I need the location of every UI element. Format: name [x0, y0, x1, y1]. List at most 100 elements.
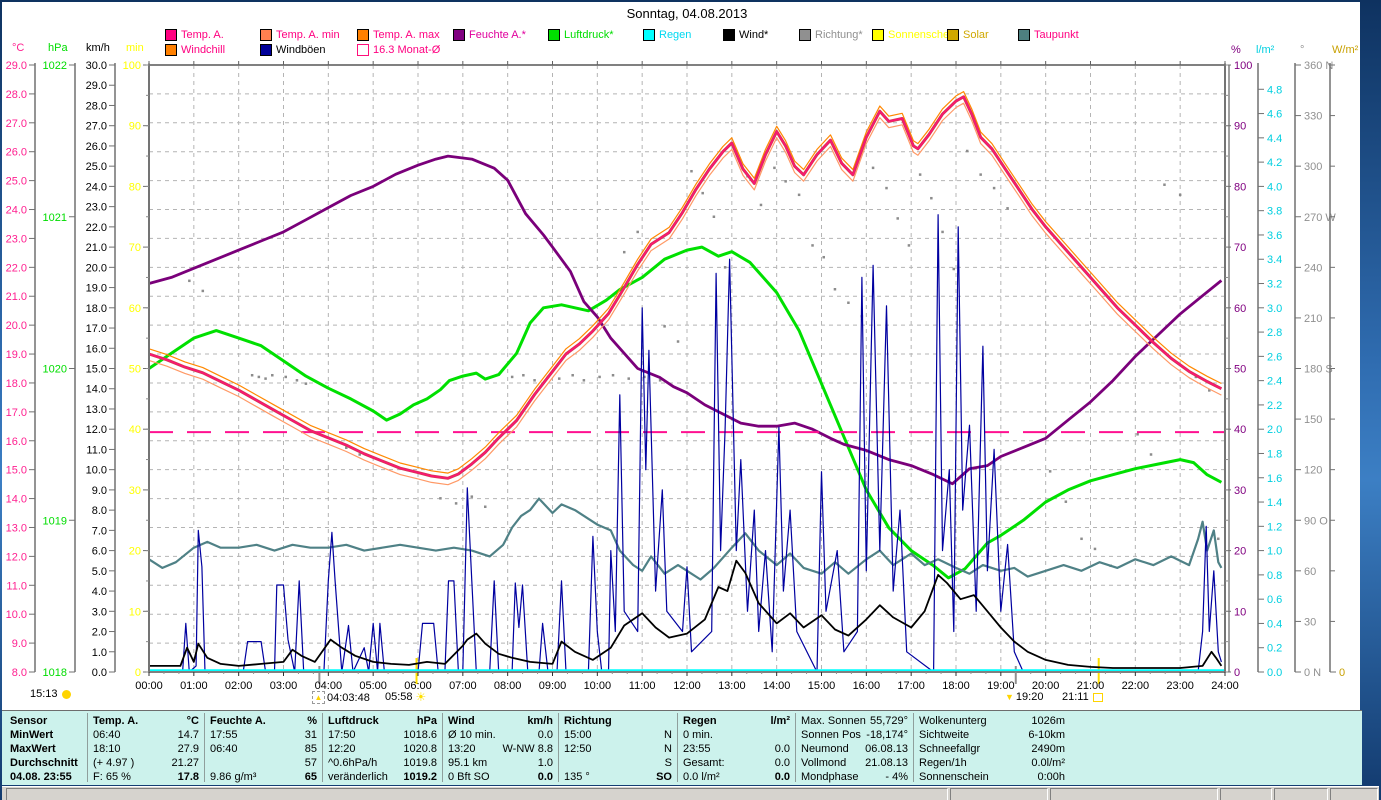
- direction-dot: [822, 255, 825, 259]
- axis-unit-label: km/h: [86, 42, 110, 54]
- table-row: (+ 4.97 ) 21.27: [93, 756, 199, 770]
- statusbar-panel: [1274, 788, 1328, 800]
- axis-tick-label: 0.4: [1267, 618, 1282, 630]
- time-label: 08:00: [494, 680, 522, 692]
- legend-label: 16.3 Monat-Ø: [373, 44, 441, 56]
- legend-item-temp-a-min[interactable]: Temp. A. min: [260, 29, 340, 41]
- axis-tick-label: 25.0: [86, 161, 107, 173]
- table-column-wind: Wind km/h Ø 10 min. 0.0 13:20 W-NW 8.8 95.1 km…: [448, 714, 553, 784]
- time-label: 07:00: [449, 680, 477, 692]
- legend-item-temp-a-max[interactable]: Temp. A. max: [357, 29, 440, 41]
- axis-tick-label: 50: [1234, 364, 1246, 376]
- axis-tick-label: 10: [129, 606, 141, 618]
- axis-tick-label: 19.0: [6, 349, 27, 361]
- direction-dot: [930, 196, 933, 200]
- axis-tick-label: 20.0: [86, 262, 107, 274]
- cell-value: 0.0: [774, 743, 790, 755]
- table-divider: [913, 713, 914, 782]
- direction-dot: [1064, 500, 1068, 503]
- cell-label: Durchschnitt: [10, 757, 78, 769]
- axis-tick-label: 3.0: [92, 606, 107, 618]
- legend-label: Solar: [963, 29, 989, 41]
- legend-item-regen[interactable]: Regen: [643, 29, 691, 41]
- legend-label: Feuchte A.*: [469, 29, 526, 41]
- axis-tick-label: 40: [129, 424, 141, 436]
- direction-dot: [759, 203, 763, 207]
- table-column-luftdruck: Luftdruck hPa 17:50 1018.6 12:20 1020.8 ^0.6hP…: [328, 714, 437, 784]
- series-luftdruck: [148, 245, 1223, 580]
- axis-tick-label: 26.0: [6, 147, 27, 159]
- direction-dot: [295, 379, 299, 382]
- direction-dot: [1194, 375, 1198, 379]
- cell-label: 17:55: [210, 729, 238, 741]
- table-row: 57: [210, 756, 317, 770]
- cell-label: Regen/1h: [919, 757, 967, 769]
- table-row: veränderlich 1019.2: [328, 770, 437, 784]
- cell-label: veränderlich: [328, 771, 388, 783]
- axis-tick-label: 29.0: [6, 60, 27, 72]
- statusbar-panel: [1050, 788, 1218, 800]
- direction-dot: [658, 379, 662, 382]
- legend-color-swatch: [947, 29, 959, 41]
- legend-item-solar[interactable]: Solar: [947, 29, 989, 41]
- direction-dot: [992, 186, 996, 190]
- cell-label: Wolkenunterg: [919, 715, 987, 727]
- cell-value: 14.7: [177, 729, 199, 741]
- legend-label: Wind*: [739, 29, 769, 41]
- statusbar-panel: [950, 788, 1048, 800]
- direction-dot: [941, 230, 944, 234]
- legend-color-swatch: [643, 29, 655, 41]
- legend-item-windb-en[interactable]: Windböen: [260, 44, 326, 56]
- legend-item-feuchte-a-[interactable]: Feuchte A.*: [453, 29, 526, 41]
- legend-label: Windchill: [181, 44, 226, 56]
- axis-tick-label: 16.0: [6, 436, 27, 448]
- sunrise-icon: ☀: [415, 690, 427, 704]
- direction-dot: [510, 375, 514, 379]
- axis-tick-label: 3.8: [1267, 206, 1282, 218]
- series-taupunkt: [148, 497, 1223, 581]
- legend-item-luftdruck-[interactable]: Luftdruck*: [548, 29, 614, 41]
- cell-value: - 4%: [885, 771, 908, 783]
- axis-tick-label: 8.0: [12, 667, 27, 679]
- axis-tick-label: 12.0: [86, 424, 107, 436]
- legend-item-sonnenschein[interactable]: Sonnenschein: [872, 29, 958, 41]
- statusbar-panel: [1330, 788, 1378, 800]
- table-row: Sonnen Pos -18,174°: [801, 728, 908, 742]
- cell-label: 04.08. 23:55: [10, 771, 72, 783]
- legend-item-windchill[interactable]: Windchill: [165, 44, 225, 56]
- legend-item-temp-a-[interactable]: Temp. A.: [165, 29, 224, 41]
- axis-tick-label: 14.0: [86, 384, 107, 396]
- time-label: 19:00: [987, 680, 1015, 692]
- axis-tick-label: 60: [1304, 566, 1316, 578]
- direction-dot: [557, 377, 561, 380]
- axis-tick-label: 30: [1304, 616, 1316, 628]
- direction-dot: [201, 289, 205, 293]
- axis-unit-label: °: [1300, 44, 1305, 56]
- legend-color-swatch: [165, 29, 177, 41]
- annotation-text: 21:11: [1062, 691, 1089, 703]
- axis-tick-label: 18.0: [86, 303, 107, 315]
- cell-value: 2490m: [1031, 743, 1065, 755]
- axis-tick-label: 30: [129, 485, 141, 497]
- direction-dot: [264, 377, 267, 380]
- axis-tick-label: 4.4: [1267, 133, 1282, 145]
- time-label: 09:00: [539, 680, 567, 692]
- cell-value: 0.0: [537, 729, 553, 741]
- legend-item-16-3-monat-[interactable]: 16.3 Monat-Ø: [357, 44, 440, 56]
- axis-tick-label: 90: [1234, 121, 1246, 133]
- time-label: 10:00: [584, 680, 612, 692]
- sunset-icon: [1092, 692, 1103, 702]
- table-row: Sichtweite 6-10km: [919, 728, 1065, 742]
- legend-color-swatch: [165, 44, 177, 56]
- legend-item-taupunkt[interactable]: Taupunkt: [1018, 29, 1079, 41]
- axis-tick-label: 4.0: [92, 586, 107, 598]
- legend-item-richtung-[interactable]: Richtung*: [799, 29, 863, 41]
- axis-tick-label: 19.0: [86, 283, 107, 295]
- axis-tick-label: 18.0: [6, 378, 27, 390]
- direction-dot: [773, 166, 776, 170]
- axis-tick-label: 5.0: [92, 566, 107, 578]
- legend-label: Temp. A. min: [276, 29, 340, 41]
- direction-dot: [484, 505, 487, 509]
- legend-item-wind-[interactable]: Wind*: [723, 29, 768, 41]
